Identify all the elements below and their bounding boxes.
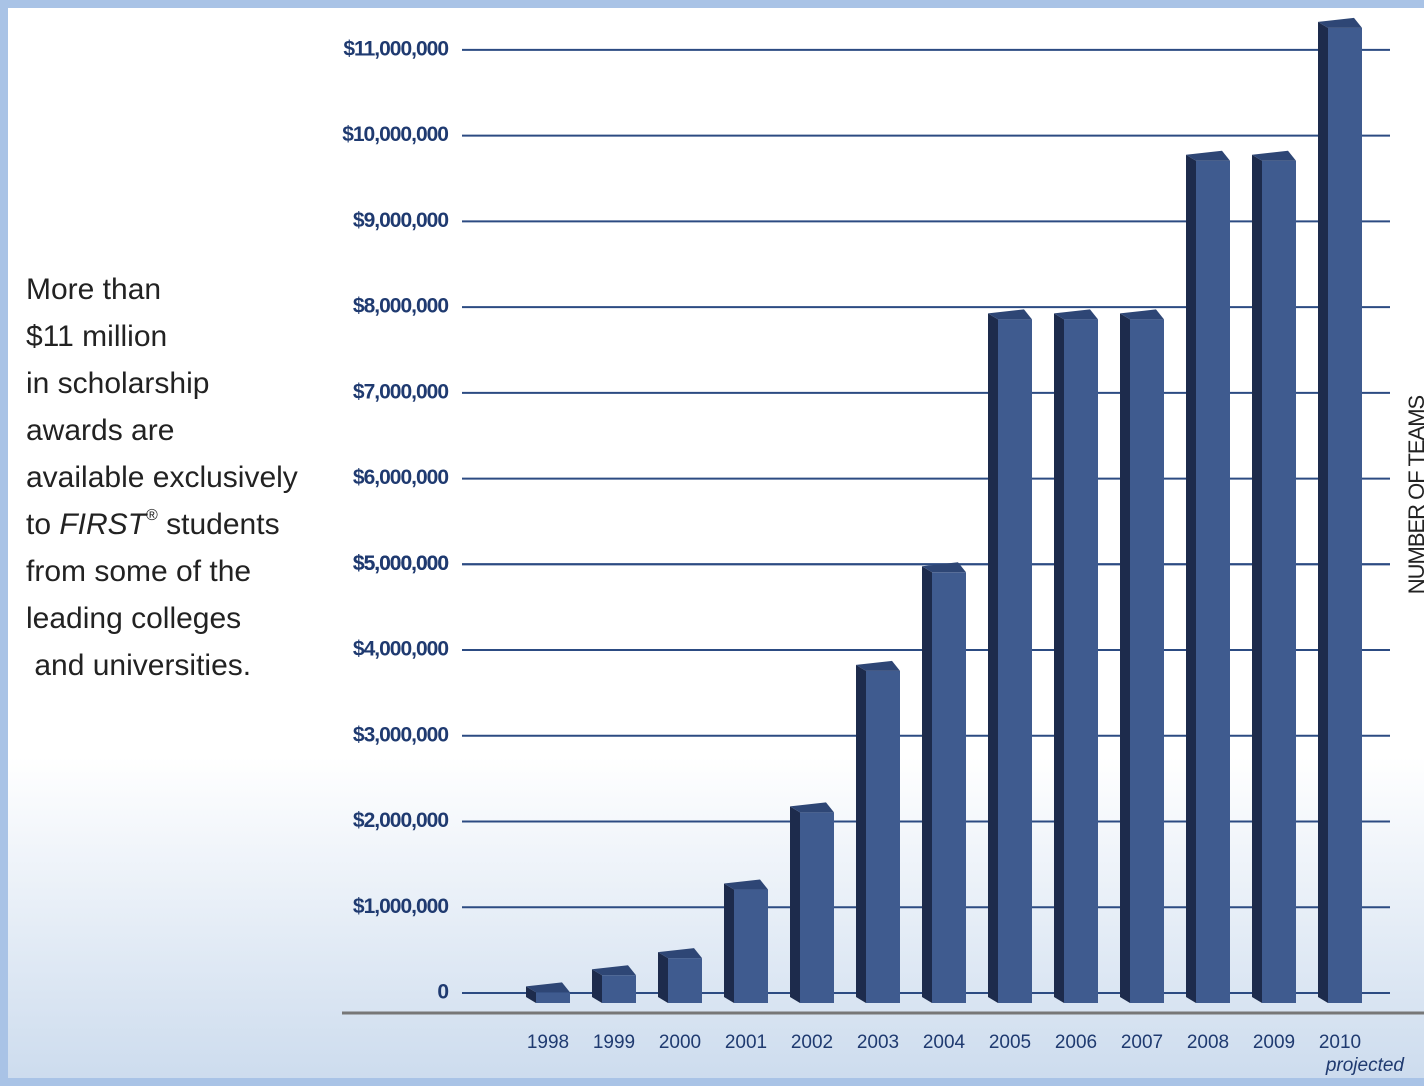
bar-front [998, 319, 1032, 1003]
bar-side [988, 313, 998, 1003]
y-tick-label: $5,000,000 [353, 552, 448, 575]
bar [1186, 150, 1230, 1003]
bar [658, 948, 702, 1003]
bar-top [1054, 309, 1098, 320]
x-tick-label: 2001 [725, 1032, 767, 1053]
bar [592, 965, 636, 1003]
y-tick-label: $7,000,000 [353, 380, 448, 403]
axis-label: NUMBER OF TEAMS [1404, 395, 1424, 594]
bar-top [1252, 150, 1296, 161]
bar [1120, 309, 1164, 1003]
text-line: in scholarship [26, 367, 209, 400]
bar-front [800, 812, 834, 1003]
y-tick-label: $4,000,000 [353, 638, 448, 661]
text-line: to FIRST® students [26, 507, 280, 541]
text-line: and universities. [26, 649, 251, 682]
x-tick-label: 2007 [1121, 1032, 1163, 1053]
bar-side [1186, 154, 1196, 1003]
annotation: projected [1325, 1055, 1406, 1076]
bar-front [602, 975, 636, 1003]
x-tick-label: 2003 [857, 1032, 899, 1053]
bar [922, 562, 966, 1003]
y-tick-label: $9,000,000 [353, 209, 448, 232]
y-tick-label: $2,000,000 [353, 809, 448, 832]
y-tick-label: $8,000,000 [353, 295, 448, 318]
bar-top [1186, 150, 1230, 161]
bar-side [1318, 21, 1328, 1004]
x-tick-label: 1998 [527, 1032, 569, 1053]
bar-top [724, 879, 768, 890]
bar-side [592, 969, 602, 1003]
bar [526, 982, 570, 1003]
bar [790, 802, 834, 1003]
x-tick-label: 2008 [1187, 1032, 1229, 1053]
x-tick-label: 2002 [791, 1032, 833, 1053]
x-tick-label: 2009 [1253, 1032, 1295, 1053]
bar-side [658, 952, 668, 1003]
bar [988, 309, 1032, 1003]
bar-front [866, 670, 900, 1003]
y-tick-label: $5,000,000 [353, 552, 448, 575]
bar-front [1262, 160, 1296, 1003]
bar-top [988, 309, 1032, 320]
bar-front [668, 958, 702, 1003]
y-tick-label: $6,000,000 [353, 466, 448, 489]
bar-front [932, 572, 966, 1003]
y-tick-label: $10,000,000 [342, 123, 448, 146]
bar-front [1130, 319, 1164, 1003]
bar-front [1328, 27, 1362, 1004]
y-tick-label: $11,000,000 [343, 37, 448, 60]
text-line: leading colleges [26, 602, 241, 635]
y-tick-label: 0 [437, 981, 448, 1004]
text-line: from some of the [26, 555, 251, 588]
bar-side [856, 664, 866, 1003]
bar [856, 660, 900, 1003]
bar-side [790, 806, 800, 1003]
bar-top [790, 802, 834, 813]
text-line: More than [26, 273, 161, 306]
bar [1318, 17, 1362, 1004]
x-tick-label: 2005 [989, 1032, 1031, 1053]
bar-top [658, 948, 702, 959]
bar-front [1196, 160, 1230, 1003]
bar [1054, 309, 1098, 1003]
text-part: to [26, 508, 59, 541]
y-tick-label: $1,000,000 [353, 895, 448, 918]
bar-front [734, 889, 768, 1003]
x-tick-label: 2000 [659, 1032, 701, 1053]
x-tick-label: 2004 [923, 1032, 966, 1053]
x-tick-label: 1999 [593, 1032, 635, 1053]
y-tick-label: $3,000,000 [353, 723, 448, 746]
text-line: awards are [26, 414, 174, 447]
text-part: ® [146, 507, 158, 524]
bar [724, 879, 768, 1003]
bar [1252, 150, 1296, 1003]
bar-side [1252, 154, 1262, 1003]
text-part: students [158, 508, 280, 541]
bar-side [1054, 313, 1064, 1003]
bar-front [1064, 319, 1098, 1003]
bar-top [1120, 309, 1164, 320]
x-tick-label: 2006 [1055, 1032, 1097, 1053]
bar-top [526, 982, 570, 993]
bar-top [922, 562, 966, 573]
bar-side [922, 566, 932, 1003]
bar-side [724, 883, 734, 1003]
bar-side [1120, 313, 1130, 1003]
text-line: $11 million [26, 320, 167, 353]
bar-front [536, 992, 570, 1003]
bar-top [856, 660, 900, 671]
bar-top [1318, 17, 1362, 28]
text-line: available exclusively [26, 461, 298, 494]
x-tick-label: 2010 [1319, 1032, 1361, 1053]
bar-top [592, 965, 636, 976]
text-part: FIRST [59, 508, 148, 541]
bar-side [526, 986, 536, 1003]
